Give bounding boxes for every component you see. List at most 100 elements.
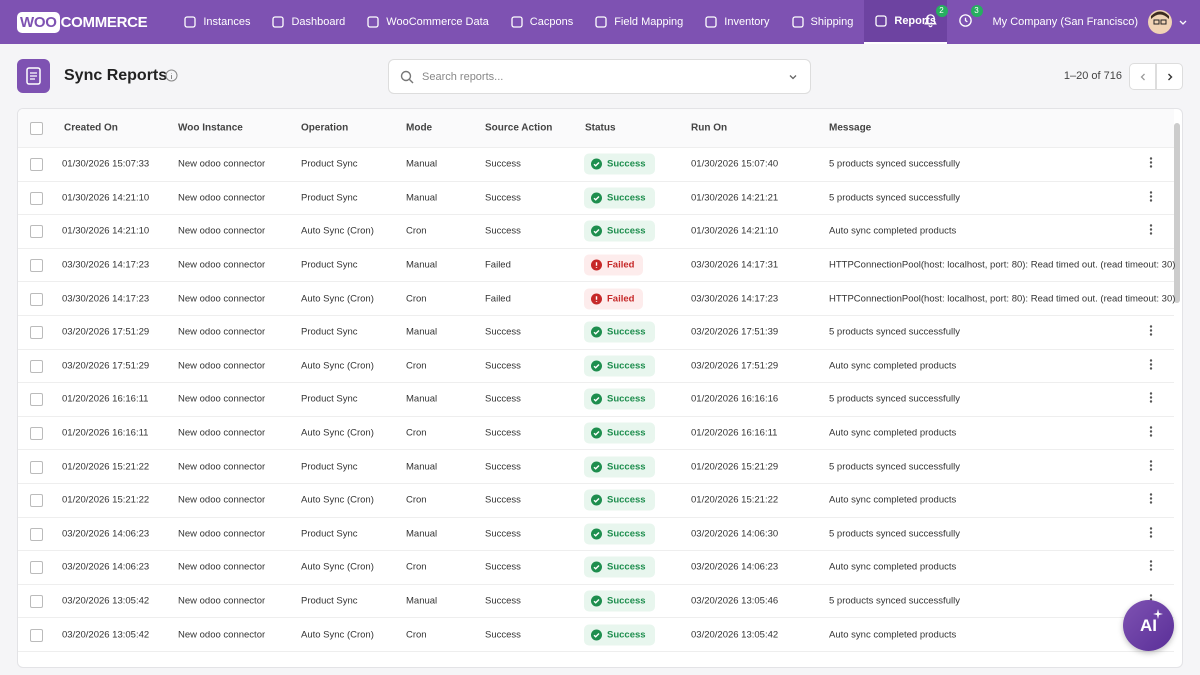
table-row[interactable]: 03/20/2026 17:51:29 New odoo connector Pro… bbox=[18, 316, 1174, 350]
column-header[interactable]: Created On bbox=[64, 122, 118, 134]
column-header[interactable]: Mode bbox=[406, 122, 433, 134]
checkbox[interactable] bbox=[30, 225, 43, 239]
status-label: Failed bbox=[607, 293, 635, 305]
table-row[interactable]: 03/20/2026 13:05:42 New odoo connector Aut… bbox=[18, 618, 1174, 652]
column-header[interactable]: Run On bbox=[691, 122, 728, 134]
checkbox[interactable] bbox=[30, 427, 43, 441]
prev-page[interactable] bbox=[1129, 63, 1156, 90]
table-row[interactable]: 03/20/2026 14:06:23 New odoo connector Pro… bbox=[18, 518, 1174, 552]
cell: Product Sync bbox=[301, 461, 358, 473]
cell: 03/20/2026 13:05:46 bbox=[691, 595, 779, 607]
nav-item[interactable]: Field Mapping bbox=[584, 0, 694, 44]
column-header[interactable]: Message bbox=[829, 122, 872, 134]
cell: Manual bbox=[406, 326, 438, 338]
search-box[interactable]: Search reports... bbox=[388, 59, 811, 94]
table-row[interactable]: 03/20/2026 17:51:29 New odoo connector Aut… bbox=[18, 350, 1174, 384]
cell: Success bbox=[485, 629, 521, 641]
logo[interactable]: WOO COMMERCE bbox=[17, 11, 148, 33]
checkbox[interactable] bbox=[30, 628, 43, 642]
row-menu[interactable] bbox=[1149, 426, 1153, 441]
checkbox[interactable] bbox=[30, 158, 43, 172]
nav-item[interactable]: Shipping bbox=[781, 0, 865, 44]
cell: 01/30/2026 15:07:40 bbox=[691, 158, 779, 170]
table-row[interactable]: 03/30/2026 14:17:23 New odoo connector Aut… bbox=[18, 282, 1176, 316]
nav-item[interactable]: Instances bbox=[173, 0, 261, 44]
table-row[interactable]: 01/30/2026 15:07:33 New odoo connector Pro… bbox=[18, 148, 1174, 182]
row-menu[interactable] bbox=[1149, 493, 1153, 508]
cell: 01/20/2026 16:16:11 bbox=[62, 427, 149, 439]
nav-item[interactable]: Reports bbox=[864, 0, 947, 44]
row-menu[interactable] bbox=[1149, 526, 1153, 541]
column-header[interactable]: Woo Instance bbox=[178, 122, 243, 134]
cell: 5 products synced successfully bbox=[829, 595, 960, 607]
cell: Auto sync completed products bbox=[829, 629, 957, 641]
cell: 03/20/2026 14:06:30 bbox=[691, 528, 779, 540]
cell: 01/30/2026 14:21:10 bbox=[62, 225, 150, 237]
checkbox[interactable] bbox=[30, 595, 43, 609]
nav-item[interactable]: Dashboard bbox=[261, 0, 356, 44]
table-row[interactable]: 01/20/2026 15:21:22 New odoo connector Pro… bbox=[18, 450, 1174, 484]
checkbox[interactable] bbox=[30, 326, 43, 340]
checkbox[interactable] bbox=[30, 561, 43, 575]
checkbox[interactable] bbox=[30, 460, 43, 474]
row-menu[interactable] bbox=[1149, 560, 1153, 575]
cell: 01/20/2026 15:21:22 bbox=[62, 461, 150, 473]
nav-item[interactable]: Inventory bbox=[694, 0, 780, 44]
nav-item-label: Cacpons bbox=[529, 16, 574, 28]
checkbox[interactable] bbox=[30, 292, 43, 306]
cell: 03/20/2026 17:51:29 bbox=[691, 360, 779, 372]
status-label: Success bbox=[607, 326, 646, 338]
table-row[interactable]: 03/30/2026 14:17:23 New odoo connector Pro… bbox=[18, 249, 1175, 283]
cell: Cron bbox=[406, 561, 427, 573]
checkbox[interactable] bbox=[30, 191, 43, 205]
status-badge: Success bbox=[584, 624, 655, 646]
account-caret[interactable] bbox=[1178, 17, 1188, 27]
checkbox[interactable] bbox=[30, 527, 43, 541]
row-menu[interactable] bbox=[1149, 358, 1153, 373]
checkbox[interactable] bbox=[30, 359, 43, 373]
column-header[interactable]: Operation bbox=[301, 122, 349, 134]
next-page[interactable] bbox=[1156, 63, 1183, 90]
cell: New odoo connector bbox=[178, 393, 266, 405]
cell: 03/20/2026 14:06:23 bbox=[62, 561, 150, 573]
cell: HTTPConnectionPool(host: localhost, port… bbox=[829, 293, 1176, 305]
status-badge: Success bbox=[584, 489, 655, 511]
nav-item[interactable]: Cacpons bbox=[500, 0, 584, 44]
row-menu[interactable] bbox=[1149, 224, 1153, 239]
table-row[interactable]: 01/20/2026 16:16:11 New odoo connector Pro… bbox=[18, 383, 1174, 417]
nav-item[interactable]: WooCommerce Data bbox=[356, 0, 500, 44]
row-menu[interactable] bbox=[1149, 157, 1153, 172]
ai-assistant-button[interactable]: AI bbox=[1123, 600, 1174, 651]
cell: New odoo connector bbox=[178, 225, 266, 237]
row-menu[interactable] bbox=[1149, 325, 1153, 340]
cell: Success bbox=[485, 494, 521, 506]
table-row[interactable]: 01/20/2026 15:21:22 New odoo connector Aut… bbox=[18, 484, 1174, 518]
table-row[interactable]: 01/30/2026 14:21:10 New odoo connector Aut… bbox=[18, 215, 1174, 249]
cell: 03/20/2026 13:05:42 bbox=[62, 595, 150, 607]
table-row[interactable]: 01/30/2026 14:21:10 New odoo connector Pro… bbox=[18, 182, 1174, 216]
table-row[interactable]: 01/20/2026 16:16:11 New odoo connector Aut… bbox=[18, 417, 1174, 451]
cell: Success bbox=[485, 225, 521, 237]
info-icon[interactable] bbox=[165, 69, 178, 82]
row-menu[interactable] bbox=[1149, 392, 1153, 407]
status-label: Success bbox=[607, 494, 646, 506]
avatar[interactable] bbox=[1148, 10, 1172, 34]
column-header[interactable]: Source Action bbox=[485, 122, 553, 134]
checkbox[interactable] bbox=[30, 494, 43, 508]
row-menu[interactable] bbox=[1149, 190, 1153, 205]
cell: 03/20/2026 17:51:39 bbox=[691, 326, 779, 338]
row-menu[interactable] bbox=[1149, 459, 1153, 474]
column-header[interactable]: Status bbox=[585, 122, 616, 134]
table-row[interactable]: 03/20/2026 13:05:42 New odoo connector Pro… bbox=[18, 585, 1174, 619]
checkbox[interactable] bbox=[30, 122, 43, 135]
notifications[interactable]: 2 bbox=[923, 5, 948, 31]
checkbox[interactable] bbox=[30, 393, 43, 407]
scrollbar[interactable] bbox=[1174, 123, 1180, 303]
cell: Success bbox=[485, 561, 521, 573]
table-row[interactable]: 03/20/2026 14:06:23 New odoo connector Aut… bbox=[18, 551, 1174, 585]
activity[interactable]: 3 bbox=[958, 5, 983, 31]
cell: Auto Sync (Cron) bbox=[301, 360, 374, 372]
company-name[interactable]: My Company (San Francisco) bbox=[992, 16, 1139, 28]
checkbox[interactable] bbox=[30, 259, 43, 273]
cell: Manual bbox=[406, 393, 438, 405]
